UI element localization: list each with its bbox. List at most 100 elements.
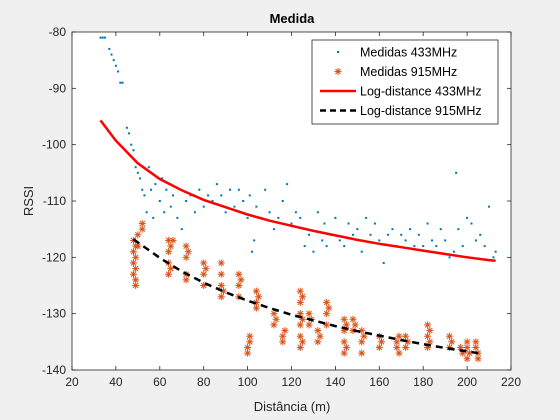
- data-point-433: [334, 216, 337, 219]
- data-point-915: [349, 315, 357, 323]
- data-point-915: [217, 282, 225, 289]
- data-point-433: [312, 250, 315, 253]
- data-point-433: [426, 222, 429, 225]
- series-layer: [99, 36, 497, 363]
- data-point-433: [141, 188, 144, 191]
- data-point-915: [463, 355, 471, 363]
- data-point-915: [255, 293, 263, 301]
- data-point-433: [193, 211, 196, 214]
- data-point-433: [139, 177, 142, 180]
- data-point-915: [424, 321, 432, 329]
- data-point-433: [134, 166, 137, 169]
- data-point-915: [358, 338, 366, 346]
- data-point-433: [347, 222, 350, 225]
- data-point-915: [340, 315, 348, 323]
- data-point-433: [488, 205, 491, 208]
- data-point-915: [132, 253, 140, 261]
- data-point-433: [171, 194, 174, 197]
- data-point-915: [342, 343, 350, 351]
- data-point-915: [182, 276, 190, 284]
- y-axis: -80 -90 -100 -110 -120 -130 -140: [42, 25, 511, 377]
- data-point-433: [281, 200, 284, 202]
- data-point-433: [250, 250, 253, 253]
- data-point-433: [101, 36, 104, 39]
- data-point-433: [422, 245, 425, 248]
- data-point-915: [402, 332, 410, 340]
- data-point-433: [455, 171, 458, 174]
- data-point-915: [463, 343, 471, 351]
- data-point-915: [165, 270, 173, 278]
- data-point-433: [136, 171, 139, 174]
- data-point-433: [457, 228, 460, 231]
- y-tick-label: -140: [42, 363, 66, 377]
- x-tick-label: 140: [325, 375, 345, 389]
- data-point-433: [268, 211, 271, 214]
- data-point-433: [237, 188, 240, 191]
- data-point-433: [413, 245, 416, 248]
- data-point-433: [224, 211, 227, 214]
- data-point-915: [296, 298, 304, 306]
- data-point-915: [252, 287, 260, 295]
- data-point-433: [325, 245, 328, 248]
- data-point-433: [121, 81, 124, 84]
- data-point-915: [272, 315, 280, 323]
- data-point-433: [112, 59, 115, 62]
- data-point-433: [108, 47, 111, 50]
- data-point-433: [290, 222, 293, 225]
- data-point-433: [125, 126, 128, 129]
- data-point-433: [143, 194, 146, 197]
- data-point-915: [279, 338, 287, 346]
- data-point-915: [296, 321, 304, 329]
- data-point-433: [400, 233, 403, 236]
- legend-item: Medidas 915MHz: [334, 65, 457, 79]
- data-point-915: [296, 287, 304, 295]
- data-point-915: [426, 327, 434, 335]
- x-tick-label: 40: [109, 375, 123, 389]
- data-point-433: [378, 239, 381, 242]
- data-point-915: [270, 321, 278, 329]
- data-point-433: [494, 250, 497, 253]
- legend: Medidas 433MHz Medidas 915MHz Log-distance…: [311, 39, 499, 125]
- data-point-433: [176, 216, 179, 219]
- x-tick-label: 60: [153, 375, 167, 389]
- chart-title: Medida: [270, 11, 316, 26]
- data-point-915: [244, 349, 252, 357]
- data-point-915: [316, 332, 324, 340]
- data-point-915: [246, 338, 254, 346]
- data-point-915: [474, 355, 482, 363]
- series-4: [132, 238, 479, 355]
- data-point-433: [220, 194, 223, 197]
- data-point-915: [134, 231, 142, 239]
- data-point-433: [448, 256, 451, 259]
- x-tick-label: 160: [369, 375, 389, 389]
- series-1: [99, 36, 497, 264]
- x-tick-label: 200: [457, 375, 477, 389]
- data-point-915: [305, 321, 313, 329]
- x-axis-label: Distância (m): [254, 399, 331, 414]
- legend-label: Medidas 433MHz: [360, 46, 457, 60]
- data-point-433: [165, 188, 168, 191]
- data-point-433: [382, 261, 385, 264]
- data-point-433: [404, 239, 407, 242]
- data-point-433: [321, 239, 324, 242]
- data-point-433: [308, 233, 311, 236]
- data-point-433: [479, 233, 482, 236]
- data-point-433: [286, 183, 289, 186]
- data-point-433: [323, 222, 326, 225]
- data-point-915: [323, 298, 331, 306]
- data-point-433: [145, 211, 148, 214]
- data-point-915: [360, 332, 368, 340]
- data-point-915: [217, 293, 225, 301]
- data-point-915: [182, 253, 190, 261]
- data-point-915: [237, 276, 245, 284]
- data-point-915: [235, 282, 243, 289]
- data-point-915: [298, 293, 306, 301]
- data-point-433: [130, 143, 133, 146]
- legend-marker: [337, 51, 339, 53]
- data-point-433: [110, 53, 113, 56]
- legend-label: Log-distance 915MHz: [360, 104, 482, 118]
- fit-line: [132, 238, 479, 355]
- data-point-433: [470, 222, 473, 225]
- legend-item: Log-distance 915MHz: [320, 104, 482, 118]
- data-point-915: [298, 338, 306, 346]
